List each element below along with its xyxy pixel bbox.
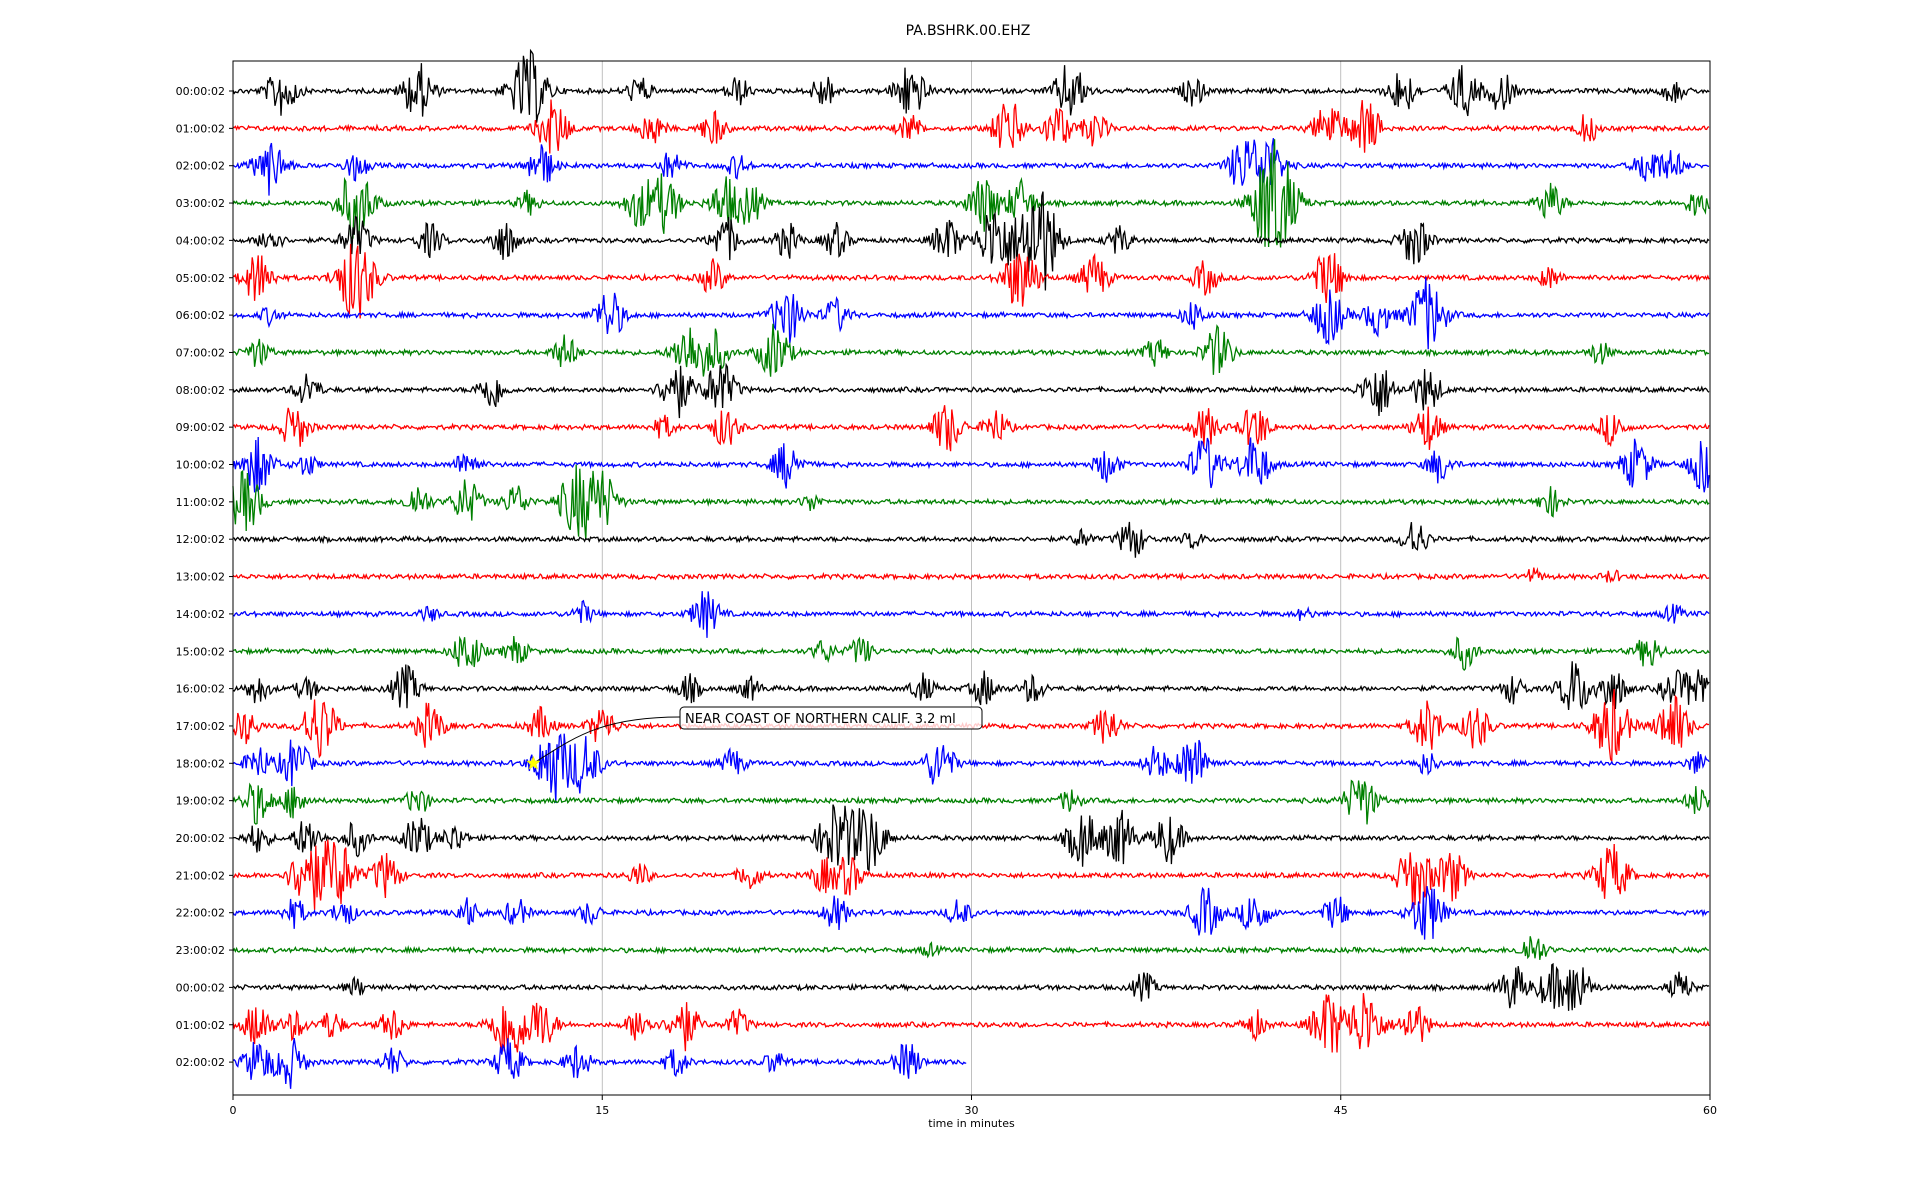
event-star-marker	[526, 755, 541, 770]
y-tick-label-1: 01:00:02	[176, 122, 225, 135]
annotation-box	[679, 706, 983, 730]
y-tick-label-20: 20:00:02	[176, 832, 225, 845]
y-tick-labels: 00:00:02 01:00:02 02:00:02 03:00:02 04:00:02…	[176, 85, 233, 1069]
trace-row-16	[232, 661, 1710, 710]
x-tick-label-45: 45	[1334, 1104, 1348, 1117]
y-tick-label-15: 15:00:02	[176, 645, 225, 658]
y-tick-label-22: 22:00:02	[176, 907, 225, 920]
y-tick-label-14: 14:00:02	[176, 608, 225, 621]
y-tick-label-7: 07:00:02	[176, 346, 225, 359]
y-tick-label-24: 00:00:02	[176, 981, 225, 994]
trace-row-19	[232, 779, 1710, 825]
y-tick-label-4: 04:00:02	[176, 234, 225, 247]
trace-row-14	[232, 591, 1710, 638]
x-tick-labels: 0 15 30 45 60	[230, 1095, 1717, 1117]
chart-title: PA.BSHRK.00.EHZ	[906, 23, 1031, 39]
x-tick-label-0: 0	[230, 1104, 237, 1117]
traces-group	[232, 48, 1710, 1089]
x-tick-label-30: 30	[965, 1104, 979, 1117]
y-tick-label-12: 12:00:02	[176, 533, 225, 546]
trace-row-3	[232, 139, 1710, 248]
y-tick-label-25: 01:00:02	[176, 1019, 225, 1032]
y-tick-label-2: 02:00:02	[176, 160, 225, 173]
trace-row-5	[232, 243, 1710, 319]
y-tick-label-26: 02:00:02	[176, 1056, 225, 1069]
trace-row-15	[232, 635, 1710, 671]
x-axis-label: time in minutes	[928, 1117, 1015, 1130]
y-tick-label-8: 08:00:02	[176, 384, 225, 397]
y-tick-label-23: 23:00:02	[176, 944, 225, 957]
trace-row-2	[232, 137, 1710, 196]
y-tick-label-17: 17:00:02	[176, 720, 225, 733]
trace-row-4	[232, 191, 1710, 291]
trace-row-6	[232, 277, 1710, 350]
y-tick-label-11: 11:00:02	[176, 496, 225, 509]
y-tick-label-18: 18:00:02	[176, 757, 225, 770]
annotations-group: NEAR COAST OF NORTHERN CALIF. 3.2 ml	[526, 706, 983, 770]
y-tick-label-19: 19:00:02	[176, 795, 225, 808]
y-tick-label-6: 06:00:02	[176, 309, 225, 322]
plot-area-frame	[232, 60, 1711, 1096]
y-tick-label-3: 03:00:02	[176, 197, 225, 210]
trace-row-20	[232, 804, 1710, 872]
trace-row-1	[232, 99, 1710, 154]
trace-row-10	[232, 436, 1710, 493]
y-tick-label-0: 00:00:02	[176, 85, 225, 98]
x-tick-label-15: 15	[595, 1104, 609, 1117]
x-tick-label-60: 60	[1703, 1104, 1717, 1117]
trace-row-23	[232, 936, 1709, 960]
trace-row-18	[232, 733, 1710, 803]
trace-row-24	[232, 962, 1710, 1011]
y-tick-label-13: 13:00:02	[176, 571, 225, 584]
trace-row-21	[232, 839, 1710, 910]
trace-row-8	[232, 362, 1710, 419]
y-tick-label-5: 05:00:02	[176, 272, 225, 285]
y-tick-label-21: 21:00:02	[176, 869, 225, 882]
trace-row-13	[232, 567, 1710, 584]
trace-row-22	[232, 885, 1710, 940]
y-tick-label-16: 16:00:02	[176, 683, 225, 696]
trace-row-26	[232, 1038, 967, 1089]
annotation-connector	[533, 716, 681, 764]
trace-row-9	[232, 405, 1710, 452]
trace-row-7	[232, 323, 1710, 377]
y-tick-label-9: 09:00:02	[176, 421, 225, 434]
trace-row-25	[232, 993, 1710, 1054]
annotation-label: NEAR COAST OF NORTHERN CALIF. 3.2 ml	[685, 712, 956, 727]
y-tick-label-10: 10:00:02	[176, 459, 225, 472]
trace-row-0	[232, 48, 1710, 123]
trace-row-11	[232, 464, 1710, 540]
trace-row-12	[232, 521, 1710, 558]
